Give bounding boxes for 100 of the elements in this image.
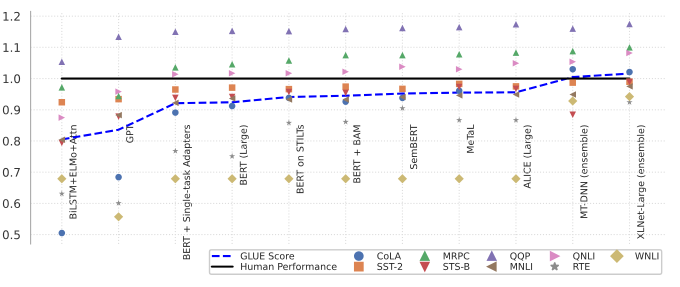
point xyxy=(115,92,122,100)
point xyxy=(398,174,408,184)
point xyxy=(569,58,576,65)
y-tick-label: 1.0 xyxy=(3,74,20,84)
point xyxy=(454,174,464,184)
point xyxy=(456,66,462,72)
point xyxy=(172,28,179,36)
x-tick-label: ALICE (Large) xyxy=(523,125,533,188)
x-tick-label: BERT on STILTs xyxy=(296,124,304,194)
point xyxy=(286,88,292,96)
point xyxy=(342,90,349,96)
point xyxy=(626,20,633,28)
point xyxy=(456,24,462,30)
point xyxy=(58,114,66,121)
point xyxy=(58,84,66,91)
legend-label: Human Performance xyxy=(241,262,337,270)
y-tick-label: 1.2 xyxy=(3,12,20,21)
point xyxy=(228,70,236,77)
y-tick-label: 0.6 xyxy=(2,199,20,208)
point xyxy=(342,52,349,58)
point xyxy=(456,84,462,90)
point xyxy=(228,60,236,68)
point xyxy=(569,91,576,98)
point xyxy=(172,94,179,102)
y-tick-label: 0.5 xyxy=(2,230,20,240)
point xyxy=(456,116,462,123)
legend-label: MNLI xyxy=(510,263,532,270)
point xyxy=(58,99,66,106)
point xyxy=(512,116,520,123)
point xyxy=(342,68,349,75)
point xyxy=(626,83,633,90)
legend-label: QQP xyxy=(510,252,530,261)
point xyxy=(170,174,180,184)
point xyxy=(172,64,179,71)
point xyxy=(114,212,124,222)
point xyxy=(286,70,292,77)
point xyxy=(569,66,576,72)
point xyxy=(286,120,292,126)
y-tick-label: 1.1 xyxy=(3,43,20,52)
point xyxy=(58,230,66,236)
x-tick-label: GPT xyxy=(126,124,134,143)
point xyxy=(512,60,520,67)
x-tick-label: XLNet-Large (ensemble) xyxy=(636,125,646,240)
point xyxy=(58,190,65,196)
legend-label: WNLI xyxy=(635,252,658,260)
point xyxy=(115,34,122,40)
point xyxy=(569,112,576,118)
point xyxy=(228,28,236,34)
x-tick-label: BiLSTM+ELMo+Attn xyxy=(69,125,77,219)
point xyxy=(172,109,179,116)
legend-label: QNLI xyxy=(573,252,594,261)
y-tick-label: 0.9 xyxy=(2,105,20,114)
point xyxy=(286,57,292,64)
x-tick-label: BERT + Single-task Adapters xyxy=(182,124,192,260)
point xyxy=(172,100,179,106)
legend-label: RTE xyxy=(574,263,590,270)
point xyxy=(172,86,179,93)
point xyxy=(512,91,520,98)
point xyxy=(568,96,578,106)
x-tick-label: BERT + BAM xyxy=(353,125,360,183)
point xyxy=(342,26,349,32)
point xyxy=(58,136,66,143)
point xyxy=(626,44,633,51)
point xyxy=(115,200,122,206)
legend-label: STS-B xyxy=(443,262,470,270)
point xyxy=(626,50,633,56)
point xyxy=(512,86,520,92)
x-tick-label: MT-DNN (ensemble) xyxy=(580,125,589,218)
point xyxy=(228,84,236,91)
y-tick-label: 0.7 xyxy=(2,168,20,177)
point xyxy=(58,58,66,65)
legend-label: MRPC xyxy=(444,252,470,260)
point xyxy=(115,174,122,180)
point xyxy=(456,50,462,58)
point xyxy=(342,118,349,125)
point xyxy=(399,104,406,111)
point xyxy=(341,174,350,184)
point xyxy=(286,28,292,34)
point xyxy=(342,83,349,90)
point xyxy=(569,25,576,32)
x-tick-label: BERT (Large) xyxy=(240,125,249,185)
point xyxy=(569,79,576,86)
legend-label: GLUE Score xyxy=(240,252,294,260)
y-tick-label: 0.8 xyxy=(2,136,20,146)
point xyxy=(399,24,406,32)
point xyxy=(284,174,294,184)
point xyxy=(172,70,179,78)
legend-label: SST-2 xyxy=(377,262,402,270)
point xyxy=(228,174,237,184)
point xyxy=(512,21,520,28)
point xyxy=(512,49,520,56)
point xyxy=(626,68,633,76)
point xyxy=(172,148,178,154)
point xyxy=(511,174,521,184)
point xyxy=(399,86,406,92)
point xyxy=(229,153,236,159)
x-tick-label: MeTaL xyxy=(466,124,474,153)
point xyxy=(57,174,66,184)
point xyxy=(115,88,122,95)
x-tick-label: SemBERT xyxy=(410,124,418,169)
